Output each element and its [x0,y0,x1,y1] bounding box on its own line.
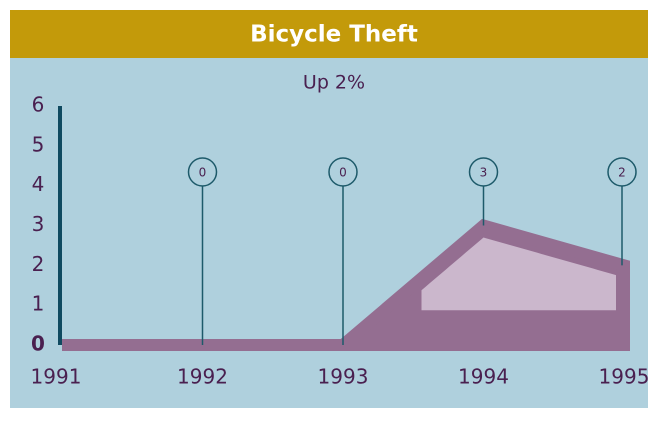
x-tick-label: 1994 [458,365,509,389]
x-tick-label: 1992 [177,365,228,389]
y-tick-label: 5 [32,132,45,156]
callout-bubble [607,157,637,187]
data-label: 2 [618,166,626,180]
x-tick-label: 1991 [31,365,82,389]
y-tick-label: 0 [31,332,45,356]
callout-bubble [187,157,218,187]
y-tick-label: 4 [32,172,45,196]
data-label: 0 [199,166,207,180]
chart-title: Bicycle Theft [250,22,418,48]
area-highlight [421,237,616,311]
chart-subtitle: Up 2% [303,72,365,94]
data-label: 3 [480,166,488,180]
y-tick-label: 3 [32,212,45,236]
x-tick-label: 1995 [599,365,650,389]
y-tick-label: 6 [32,93,45,117]
title-bar [10,10,648,58]
callout-bubble [468,157,499,187]
data-label: 0 [339,166,347,180]
y-tick-label: 2 [32,252,45,276]
x-tick-label: 1993 [318,365,369,389]
y-tick-label: 1 [32,292,45,316]
callout-bubble [328,157,358,187]
